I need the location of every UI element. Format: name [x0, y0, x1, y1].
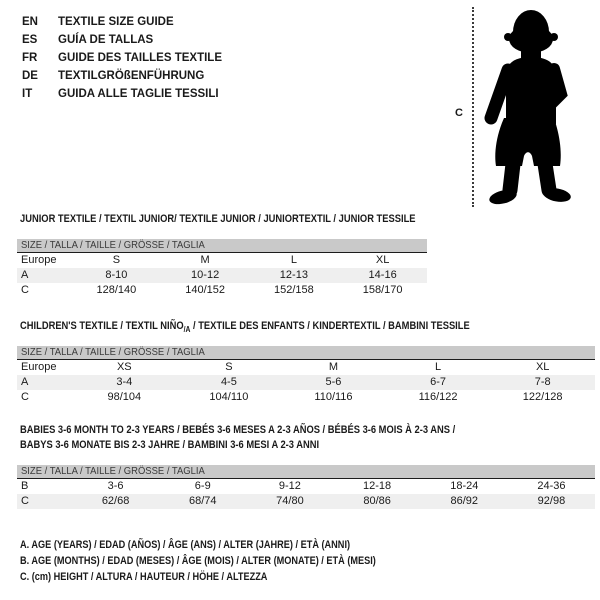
- language-label: TEXTILE SIZE GUIDE: [58, 16, 174, 28]
- months-cell: 9-12: [278, 480, 301, 492]
- size-header-bar: SIZE / TALLA / TAILLE / GRÖSSE / TAGLIA: [17, 239, 427, 253]
- row-label: C: [21, 495, 29, 507]
- junior-table-title: JUNIOR TEXTILE / TEXTIL JUNIOR/ TEXTILE …: [20, 213, 416, 225]
- size-cell: S: [112, 254, 121, 266]
- language-label: GUIDE DES TAILLES TEXTILE: [58, 52, 222, 64]
- months-cell: 18-24: [450, 480, 479, 492]
- language-code: IT: [22, 88, 33, 100]
- size-cell: XL: [535, 361, 550, 373]
- size-cell: XL: [375, 254, 390, 266]
- age-cell: 8-10: [105, 269, 128, 281]
- language-row-de: DE TEXTILGRÖßENFÜHRUNG: [22, 67, 222, 85]
- age-cell: 7-8: [534, 376, 551, 388]
- age-cell: 10-12: [191, 269, 220, 281]
- months-cell: 24-36: [537, 480, 566, 492]
- childrens-table-title: CHILDREN'S TEXTILE / TEXTIL NIÑO/A / TEX…: [20, 320, 470, 335]
- height-cell: 68/74: [188, 495, 217, 507]
- childrens-size-table: SIZE / TALLA / TAILLE / GRÖSSE / TAGLIA …: [17, 346, 595, 405]
- height-cell: 80/86: [363, 495, 391, 507]
- footnote-legend: A. AGE (YEARS) / EDAD (AÑOS) / ÂGE (ANS)…: [20, 537, 439, 585]
- footnote-b: B. AGE (MONTHS) / EDAD (MESES) / ÂGE (MO…: [20, 555, 376, 567]
- row-label: C: [21, 391, 29, 403]
- baby-silhouette-icon: [484, 10, 571, 205]
- row-label: A: [21, 376, 29, 388]
- table-row-europe: Europe XS S M L XL: [17, 360, 595, 375]
- table-row-height: C 62/68 68/74 74/80 80/86 86/92 92/98: [17, 494, 595, 509]
- table-row-months: B 3-6 6-9 9-12 12-18 18-24 24-36: [17, 479, 595, 494]
- language-list: EN TEXTILE SIZE GUIDE ES GUÍA DE TALLAS …: [22, 13, 222, 103]
- footnote-a: A. AGE (YEARS) / EDAD (AÑOS) / ÂGE (ANS)…: [20, 539, 351, 551]
- height-cell: 122/128: [522, 391, 563, 403]
- language-label: GUÍA DE TALLAS: [58, 34, 154, 46]
- junior-size-table: SIZE / TALLA / TAILLE / GRÖSSE / TAGLIA …: [17, 239, 427, 298]
- height-cell: 116/122: [418, 391, 458, 403]
- size-header-bar: SIZE / TALLA / TAILLE / GRÖSSE / TAGLIA: [17, 346, 595, 360]
- footnote-c: C. (cm) HEIGHT / ALTURA / HAUTEUR / HÖHE…: [20, 571, 268, 583]
- age-cell: 12-13: [279, 269, 308, 281]
- row-label: C: [21, 284, 29, 296]
- months-cell: 6-9: [194, 480, 211, 492]
- height-cell: 86/92: [450, 495, 479, 507]
- row-label: Europe: [21, 361, 57, 373]
- language-label: TEXTILGRÖßENFÜHRUNG: [58, 70, 205, 82]
- size-cell: M: [200, 254, 210, 266]
- months-cell: 12-18: [363, 480, 392, 492]
- row-label: A: [21, 269, 29, 281]
- height-cell: 158/170: [362, 284, 403, 296]
- age-cell: 14-16: [368, 269, 397, 281]
- language-code: EN: [22, 16, 38, 28]
- language-code: DE: [22, 70, 38, 82]
- language-label: GUIDA ALLE TAGLIE TESSILI: [58, 88, 219, 100]
- age-cell: 6-7: [430, 376, 447, 388]
- height-measure-dotted-line: [472, 7, 474, 207]
- height-cell: 152/158: [273, 284, 314, 296]
- age-cell: 5-6: [325, 376, 342, 388]
- size-cell: XS: [116, 361, 132, 373]
- babies-size-table: SIZE / TALLA / TAILLE / GRÖSSE / TAGLIA …: [17, 465, 595, 509]
- language-code: FR: [22, 52, 38, 64]
- height-cell: 128/140: [96, 284, 137, 296]
- age-cell: 4-5: [220, 376, 237, 388]
- months-cell: 3-6: [107, 480, 124, 492]
- table-row-age: A 3-4 4-5 5-6 6-7 7-8: [17, 375, 595, 390]
- table-row-height: C 128/140 140/152 152/158 158/170: [17, 283, 427, 298]
- subscript: /A: [183, 325, 191, 335]
- babies-table-title: BABIES 3-6 MONTH TO 2-3 YEARS / BEBÉS 3-…: [20, 424, 456, 451]
- height-cell: 104/110: [209, 391, 249, 403]
- size-cell: M: [328, 361, 339, 373]
- language-row-it: IT GUIDA ALLE TAGLIE TESSILI: [22, 85, 222, 103]
- language-row-es: ES GUÍA DE TALLAS: [22, 31, 222, 49]
- table-row-height: C 98/104 104/110 110/116 116/122 122/128: [17, 390, 595, 405]
- size-header-bar: SIZE / TALLA / TAILLE / GRÖSSE / TAGLIA: [17, 465, 595, 479]
- height-cell: 98/104: [107, 391, 142, 403]
- height-measure-label: C: [455, 107, 463, 119]
- language-code: ES: [22, 34, 38, 46]
- size-cell: L: [290, 254, 297, 266]
- height-cell: 110/116: [314, 391, 353, 403]
- row-label: B: [21, 480, 29, 492]
- height-cell: 74/80: [276, 495, 304, 507]
- language-row-en: EN TEXTILE SIZE GUIDE: [22, 13, 222, 31]
- size-cell: L: [435, 361, 442, 373]
- table-row-europe: Europe S M L XL: [17, 253, 427, 268]
- height-cell: 62/68: [101, 495, 130, 507]
- age-cell: 3-4: [116, 376, 133, 388]
- row-label: Europe: [21, 254, 57, 266]
- height-cell: 140/152: [185, 284, 225, 296]
- height-cell: 92/98: [537, 495, 566, 507]
- table-row-age: A 8-10 10-12 12-13 14-16: [17, 268, 427, 283]
- language-row-fr: FR GUIDE DES TAILLES TEXTILE: [22, 49, 222, 67]
- size-cell: S: [225, 361, 233, 373]
